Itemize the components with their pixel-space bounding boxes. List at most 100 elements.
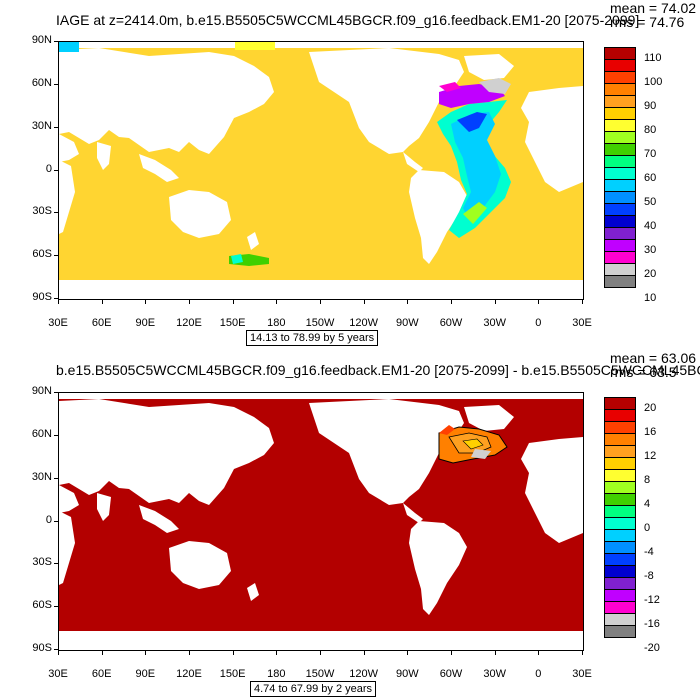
indonesia-landmass <box>139 505 179 533</box>
top-mean-label: mean = 74.02 <box>610 0 697 16</box>
latitude-tick <box>54 83 58 85</box>
longitude-tick <box>407 300 409 304</box>
longitude-tick-label: 0 <box>535 668 542 680</box>
longitude-tick <box>494 651 496 655</box>
africa-landmass <box>59 160 75 234</box>
colorbar-label: 110 <box>644 52 662 64</box>
latitude-tick <box>54 520 58 522</box>
top-map-panel: IAGE at z=2414.0m, b.e15.B5505C5WCCML45B… <box>31 0 697 346</box>
longitude-tick <box>320 651 321 655</box>
longitude-tick-label: 30E <box>48 317 68 329</box>
longitude-tick <box>58 300 59 304</box>
latitude-tick <box>54 606 58 608</box>
colorbar-label: 70 <box>644 148 657 160</box>
india-landmass <box>97 142 111 170</box>
longitude-tick-label: 90W <box>396 668 419 680</box>
antarctica-landmass <box>59 631 583 650</box>
latitude-tick-label: 30N <box>31 119 52 132</box>
labrador-deep-blue <box>457 112 487 132</box>
colorbar-label: 0 <box>644 522 651 534</box>
nordic-anomaly-grey <box>471 449 491 459</box>
central-america-landmass <box>403 152 423 172</box>
longitude-tick <box>451 300 452 304</box>
colorbar-label: 40 <box>644 220 657 232</box>
latitude-tick <box>54 255 58 257</box>
longitude-tick-label: 30W <box>483 668 506 680</box>
longitude-tick-label: 150W <box>305 668 335 680</box>
new-zealand-landmass <box>247 232 259 250</box>
south-atlantic-green <box>463 202 487 224</box>
bottom-colorbar: 20 16 12 8 4 0 -4 -8 -12 -16 -20 <box>604 397 660 654</box>
longitude-tick-label: 180 <box>267 668 286 680</box>
north-america-landmass <box>309 399 464 505</box>
longitude-tick <box>363 300 365 304</box>
atlantic-younger-water <box>451 112 501 220</box>
arctic-land <box>59 393 583 399</box>
arctic-yellow-patch <box>235 42 275 50</box>
greenland-landmass <box>464 405 514 431</box>
latitude-tick <box>54 477 58 479</box>
longitude-tick-label: 60W <box>439 668 463 680</box>
africa-landmass <box>59 511 75 585</box>
longitude-tick <box>101 300 103 304</box>
south-america-landmass <box>409 170 467 264</box>
latitude-tick <box>54 126 58 128</box>
longitude-tick <box>494 300 496 304</box>
europe-africa-landmass <box>521 437 583 543</box>
longitude-tick <box>189 300 190 304</box>
latitude-tick-label: 30N <box>31 470 52 483</box>
latitude-tick <box>54 392 58 393</box>
top-map-title: IAGE at z=2414.0m, b.e15.B5505C5WCCML45B… <box>56 12 640 28</box>
colorbar-label: 16 <box>644 426 657 438</box>
longitude-tick-label: 120E <box>176 317 202 329</box>
latitude-tick-label: 0 <box>45 162 52 175</box>
latitude-tick-label: 90S <box>32 642 52 654</box>
colorbar-label: -4 <box>644 546 654 558</box>
longitude-tick-label: 60E <box>91 668 112 680</box>
longitude-tick <box>189 651 190 655</box>
new-zealand-landmass <box>247 583 259 601</box>
bottom-contour-range-label: 4.74 to 67.99 by 2 years <box>250 681 377 697</box>
longitude-tick-label: 30W <box>483 317 506 329</box>
bottom-map-panel: b.e15.B5505C5WCCML45BGCR.f09_g16.feedbac… <box>0 350 700 700</box>
longitude-tick <box>276 300 278 304</box>
colorbar-label: 100 <box>644 76 663 88</box>
arabia-landmass <box>59 485 79 513</box>
top-contour-range-label: 14.13 to 78.99 by 5 years <box>246 330 379 346</box>
nordic-seas-magenta <box>439 82 461 92</box>
asia-landmass <box>59 48 274 154</box>
bottom-map-area <box>58 392 584 651</box>
longitude-tick-label: 0 <box>535 317 542 329</box>
longitude-tick <box>407 651 409 655</box>
colorbar-label: -8 <box>644 570 654 582</box>
bottom-rms-label: rms = 63.5 <box>610 364 677 380</box>
europe-africa-landmass <box>521 86 583 192</box>
latitude-tick-label: 30S <box>32 205 52 218</box>
latitude-tick <box>54 212 58 214</box>
longitude-tick <box>451 651 452 655</box>
longitude-tick-label: 90E <box>135 317 156 329</box>
nordic-anomaly-red <box>439 425 455 435</box>
latitude-tick <box>54 434 58 436</box>
longitude-tick-label: 150E <box>219 317 246 329</box>
greenland-landmass <box>464 54 514 80</box>
australia-landmass <box>169 190 231 238</box>
latitude-tick-label: 0 <box>45 513 52 526</box>
arabia-landmass <box>59 134 79 162</box>
nordic-seas-grey <box>479 78 511 94</box>
latitude-tick <box>54 649 58 650</box>
longitude-tick <box>538 651 540 655</box>
colorbar-label: 10 <box>644 292 657 304</box>
longitude-tick-label: 30E <box>572 317 592 329</box>
longitude-tick-label: 90E <box>135 668 156 680</box>
longitude-tick-label: 120W <box>349 317 379 329</box>
latitude-tick-label: 30S <box>32 556 52 569</box>
colorbar-label: 50 <box>644 196 657 208</box>
colorbar-label: 20 <box>644 402 657 414</box>
longitude-tick <box>276 651 278 655</box>
colorbar-label: 60 <box>644 172 657 184</box>
longitude-tick <box>232 651 234 655</box>
asia-landmass <box>59 399 274 505</box>
longitude-tick <box>363 651 365 655</box>
top-map-svg <box>59 42 583 299</box>
